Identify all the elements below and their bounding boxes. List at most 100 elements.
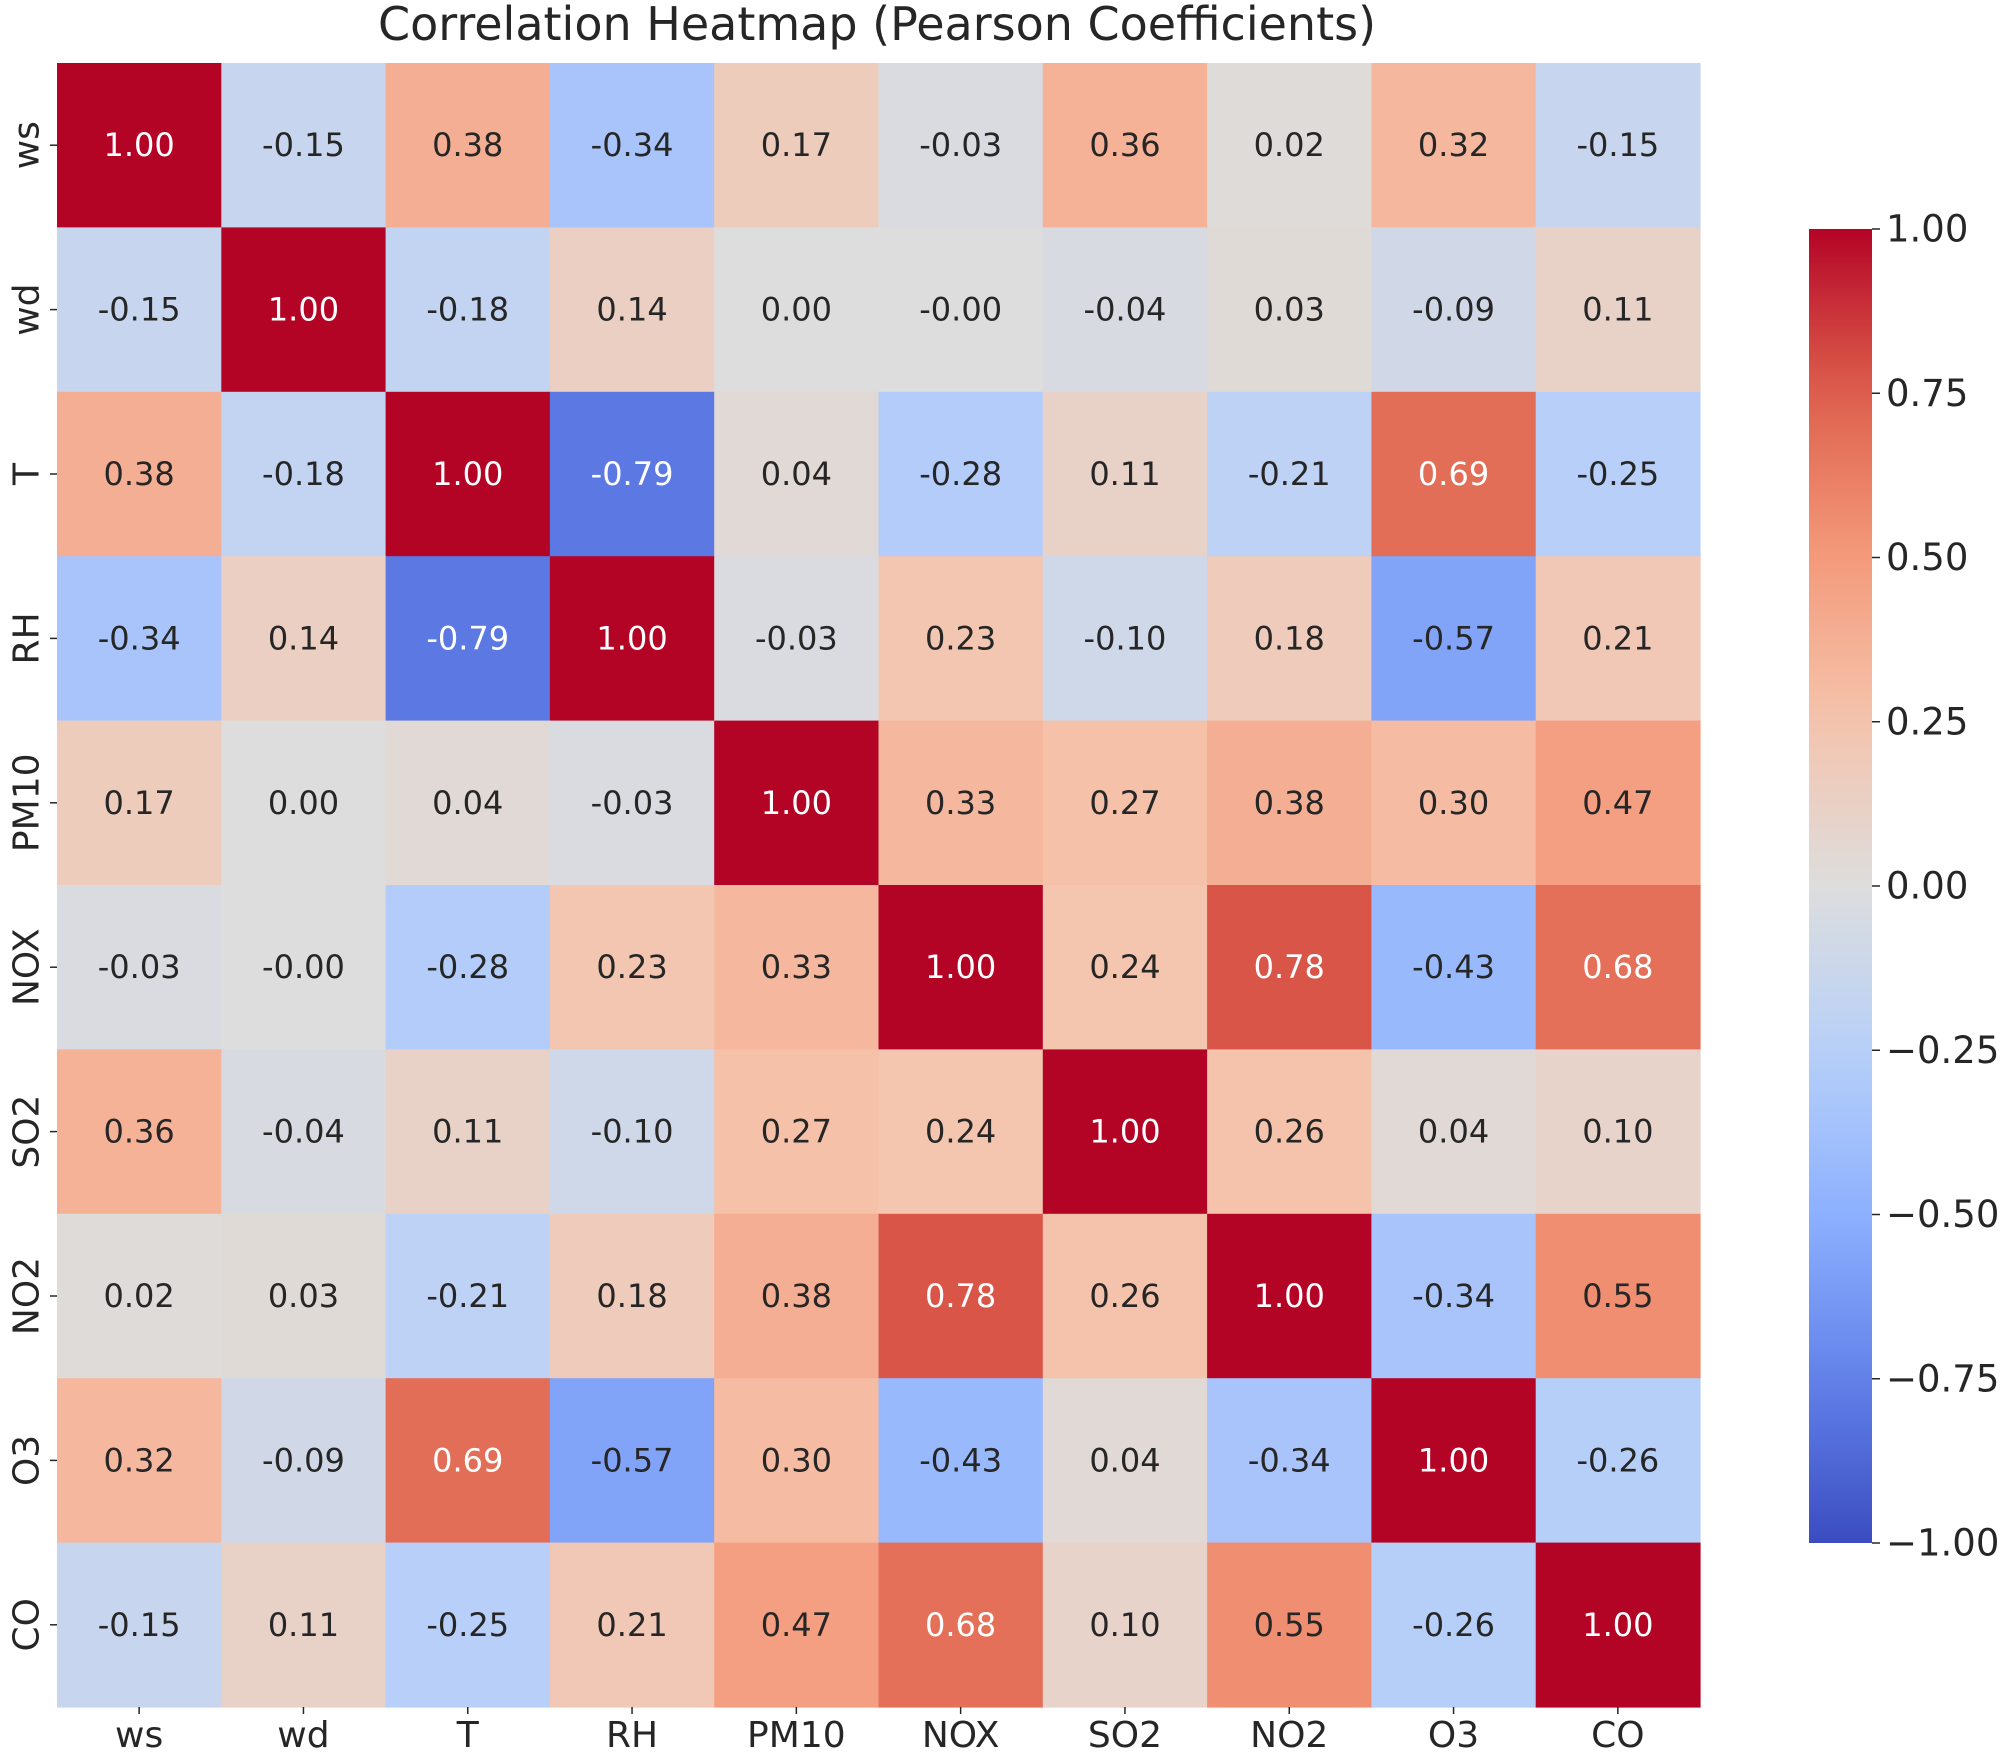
cell-value-label: -0.15 [98, 291, 181, 329]
heatmap-cell [1371, 1542, 1537, 1708]
heatmap-cell [1535, 1542, 1701, 1708]
cell-value-label: -0.18 [426, 291, 509, 329]
x-tick-label: O3 [1428, 1715, 1479, 1756]
heatmap-cell [549, 885, 715, 1050]
heatmap-cell [221, 556, 387, 722]
heatmap-cell [57, 391, 222, 557]
cell-value-label: 1.00 [761, 784, 832, 822]
heatmap-cell [57, 885, 222, 1050]
heatmap-cell [1371, 227, 1537, 393]
y-tick-label: RH [7, 612, 48, 664]
cell-value-label: -0.79 [591, 455, 674, 493]
cell-value-label: 0.27 [761, 1113, 832, 1151]
colorbar-ticks: 1.00 0.75 0.50 0.25 0.00 −0.25 −0.50 −0.75 −1.00 [1872, 208, 1999, 1565]
heatmap-cell [385, 885, 551, 1050]
cell-value-label: -0.34 [591, 126, 674, 164]
x-axis-ticks: ws wd T RH PM10 NOX SO2 NO2 O3 CO [115, 1707, 1645, 1756]
y-tick-label: CO [7, 1598, 48, 1651]
cell-value-label: 1.00 [596, 619, 667, 657]
cell-value-label: 0.00 [761, 291, 832, 329]
heatmap-cell [549, 1542, 715, 1708]
heatmap-cell [1042, 556, 1208, 722]
cell-value-label: 0.26 [1254, 1113, 1325, 1151]
heatmap-cell [549, 1213, 715, 1379]
cell-value-label: 0.26 [1089, 1277, 1160, 1315]
x-tick-label: ws [115, 1715, 163, 1756]
cell-value-label: -0.34 [1248, 1441, 1331, 1479]
heatmap-cell [1042, 391, 1208, 557]
heatmap-cell [1207, 1213, 1372, 1379]
heatmap-cell [1535, 391, 1701, 557]
heatmap-cell [385, 1542, 551, 1708]
heatmap-cell [878, 1213, 1044, 1379]
heatmap-cell [1535, 1049, 1701, 1215]
colorbar-tick-label: −1.00 [1886, 1522, 1999, 1565]
cell-value-label: -0.28 [919, 455, 1002, 493]
heatmap-cell [1535, 227, 1701, 393]
cell-value-label: 0.24 [1089, 948, 1160, 986]
cell-value-label: -0.26 [1576, 1441, 1659, 1479]
cell-value-label: -0.00 [919, 291, 1002, 329]
colorbar-tick-label: −0.25 [1886, 1029, 1999, 1072]
heatmap-cell [221, 227, 387, 393]
cell-value-label: 0.14 [596, 291, 667, 329]
heatmap-cell [714, 227, 880, 393]
heatmap-cell [1371, 1049, 1537, 1215]
cell-value-label: -0.15 [1576, 126, 1659, 164]
cell-value-label: 0.30 [761, 1441, 832, 1479]
cell-value-label: 0.33 [925, 784, 996, 822]
heatmap-cell [549, 391, 715, 557]
cell-value-label: 0.03 [268, 1277, 339, 1315]
y-axis-ticks: ws wd T RH PM10 NOX SO2 NO2 O3 CO [7, 121, 57, 1652]
cell-value-label: 0.17 [104, 784, 175, 822]
heatmap-cell [1535, 63, 1701, 228]
heatmap-cell [1207, 720, 1372, 886]
heatmap-cell [221, 1213, 387, 1379]
colorbar-tick-label: 0.00 [1886, 865, 1968, 908]
heatmap-cell [1207, 1378, 1372, 1544]
heatmap-cell [1535, 1378, 1701, 1544]
cell-value-label: 1.00 [925, 948, 996, 986]
heatmap-cell [1207, 63, 1372, 228]
heatmap-cell [221, 720, 387, 886]
heatmap-cell [714, 1542, 880, 1708]
heatmap-cell [1042, 1049, 1208, 1215]
heatmap-cell [221, 1542, 387, 1708]
heatmap-cell [221, 885, 387, 1050]
colorbar-tick-label: −0.75 [1886, 1357, 1999, 1400]
cell-value-label: 1.00 [432, 455, 503, 493]
cell-value-label: 0.32 [1418, 126, 1489, 164]
heatmap-cell [221, 391, 387, 557]
heatmap-cell [549, 1378, 715, 1544]
cell-value-label: 0.00 [268, 784, 339, 822]
cell-value-label: 0.10 [1582, 1113, 1653, 1151]
heatmap-cell [1042, 720, 1208, 886]
cell-value-label: -0.79 [426, 619, 509, 657]
heatmap-cell [549, 227, 715, 393]
cell-value-label: -0.18 [262, 455, 345, 493]
x-tick-label: NOX [922, 1715, 1000, 1756]
heatmap-cell [57, 556, 222, 722]
cell-value-label: 0.21 [1582, 619, 1653, 657]
cell-value-label: 0.36 [1089, 126, 1160, 164]
colorbar-tick-label: 0.50 [1886, 536, 1968, 579]
heatmap-cell [385, 63, 551, 228]
cell-value-label: -0.09 [1412, 291, 1495, 329]
heatmap-cell [1371, 556, 1537, 722]
cell-value-label: 0.04 [1089, 1441, 1160, 1479]
cell-value-label: 1.00 [1254, 1277, 1325, 1315]
x-tick-label: CO [1591, 1715, 1644, 1756]
heatmap-cell [1042, 63, 1208, 228]
heatmap-cell [878, 1378, 1044, 1544]
cell-value-label: -0.57 [591, 1441, 674, 1479]
cell-value-label: 0.10 [1089, 1606, 1160, 1644]
x-tick-label: RH [606, 1715, 658, 1756]
y-tick-label: SO2 [7, 1095, 48, 1169]
x-tick-label: SO2 [1088, 1715, 1162, 1756]
heatmap-cell [1042, 1542, 1208, 1708]
colorbar-tick-label: 1.00 [1886, 208, 1968, 251]
cell-value-label: 0.47 [761, 1606, 832, 1644]
heatmap-cell [549, 1049, 715, 1215]
y-tick-label: O3 [7, 1435, 48, 1486]
